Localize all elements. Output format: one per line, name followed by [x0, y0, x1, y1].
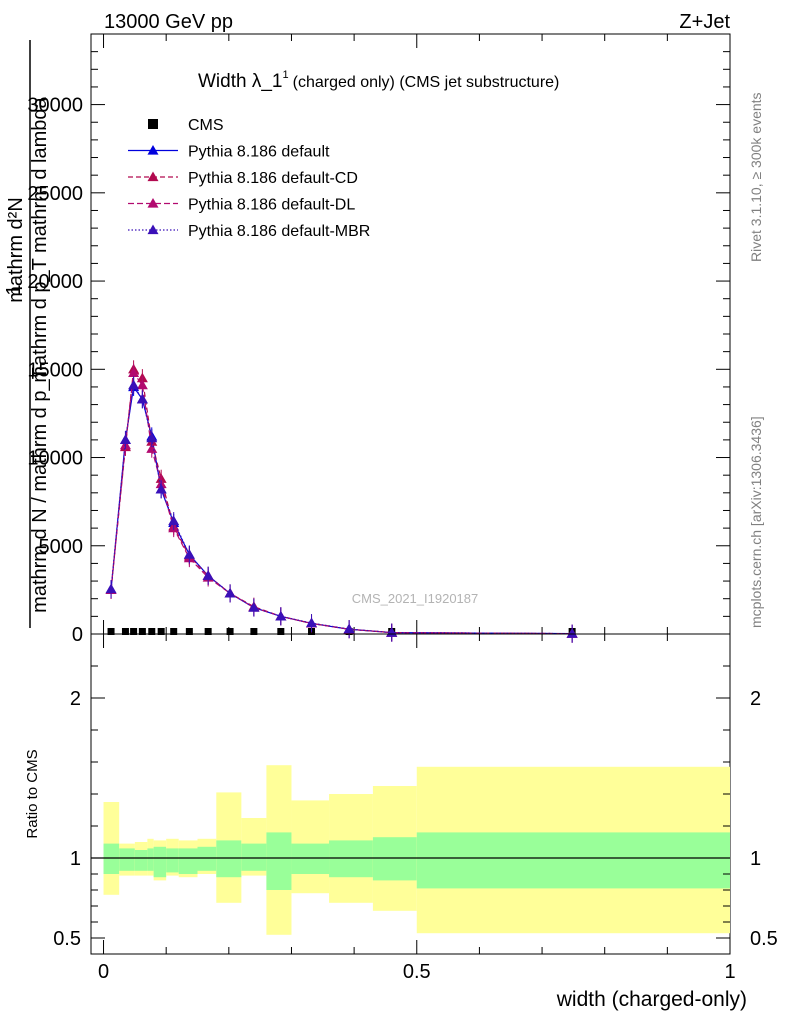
- cms-data-point: [170, 628, 178, 635]
- energy-label: 13000 GeV pp: [104, 11, 233, 33]
- ratio-xlabel: width (charged-only): [556, 988, 747, 1011]
- ratio-stat-band: [372, 837, 417, 881]
- series-marker-4: [183, 549, 195, 559]
- ratio-stat-band: [291, 843, 330, 874]
- ratio-stat-band: [216, 840, 242, 878]
- ylabel-prefix-num: 1: [3, 284, 25, 295]
- title-main: Width λ_1: [198, 71, 282, 92]
- cms-data-point: [185, 628, 193, 635]
- cms-data-point: [138, 628, 146, 635]
- cms-data-point: [130, 628, 138, 635]
- legend-cms-marker: [148, 119, 158, 129]
- ratio-stat-band: [197, 846, 217, 871]
- ratio-x-tick-label: 0: [98, 961, 109, 983]
- legend-label: Pythia 8.186 default-CD: [188, 170, 358, 187]
- series-marker-4: [202, 570, 214, 580]
- legend-marker: [147, 198, 159, 208]
- title-suffix: (charged only) (CMS jet substructure): [293, 74, 560, 91]
- mcplots-label: mcplots.cern.ch [arXiv:1306.3436]: [748, 416, 764, 628]
- y-tick-label: 10000: [27, 448, 83, 470]
- process-label: Z+Jet: [679, 11, 730, 33]
- title-superscript: 1: [282, 69, 288, 81]
- cms-data-point: [204, 628, 212, 635]
- ratio-x-tick-label: 1: [724, 961, 735, 983]
- y-tick-label: 5000: [39, 536, 84, 558]
- series-marker-4: [224, 587, 236, 598]
- ratio-y-tick-label-right: 0.5: [750, 928, 778, 950]
- y-tick-label: 30000: [27, 95, 83, 117]
- analysis-watermark: CMS_2021_I1920187: [352, 591, 479, 606]
- cms-data-point: [277, 628, 285, 635]
- series-marker-4: [105, 583, 117, 594]
- ratio-y-tick-label-right: 2: [750, 688, 761, 710]
- series-marker-3: [128, 367, 140, 377]
- y-tick-label: 20000: [27, 271, 83, 293]
- ratio-y-tick-label: 0.5: [53, 928, 81, 950]
- legend-label: Pythia 8.186 default-DL: [188, 197, 355, 214]
- legend-label: Pythia 8.186 default-MBR: [188, 223, 370, 240]
- series-marker-4: [168, 515, 180, 526]
- series-marker-4: [119, 434, 131, 445]
- series-line-3: [110, 371, 573, 635]
- y-tick-label: 15000: [27, 359, 83, 381]
- ratio-stat-band: [134, 850, 148, 871]
- ylabel-prefix-den: mathrm d N / mathrm d p_T: [29, 367, 51, 613]
- ratio-stat-band: [166, 848, 179, 873]
- series-line-4: [110, 383, 573, 635]
- ratio-ylabel: Ratio to CMS: [24, 749, 41, 838]
- cms-data-point: [226, 628, 234, 635]
- y-tick-label: 25000: [27, 183, 83, 205]
- ratio-stat-band: [266, 832, 292, 890]
- ratio-stat-band: [416, 832, 730, 889]
- ratio-stat-band: [241, 843, 267, 871]
- series-marker-4: [566, 628, 578, 638]
- series-marker-4: [275, 610, 287, 621]
- legend-label: CMS: [188, 117, 224, 134]
- main-title: Width λ_11 (charged only) (CMS jet substr…: [198, 69, 559, 92]
- legend-marker: [147, 171, 159, 182]
- ratio-y-tick-label: 1: [70, 848, 81, 870]
- ratio-y-tick-label-right: 1: [750, 848, 761, 870]
- main-y-axis: 0 5000 10000 15000 20000 25000 30000: [27, 33, 730, 646]
- series-marker-4: [306, 617, 318, 628]
- ratio-y-tick-label: 2: [70, 688, 81, 710]
- series-marker-4: [136, 393, 148, 404]
- ratio-x-tick-label: 0.5: [403, 961, 431, 983]
- main-plot-frame: [90, 33, 731, 635]
- ylabel-denominator: mathrm d p_T mathrm d lambda: [29, 96, 51, 382]
- series-marker-4: [146, 432, 158, 443]
- rivet-label: Rivet 3.1.10, ≥ 300k events: [748, 92, 764, 262]
- cms-data-point: [107, 628, 115, 635]
- main-x-axis: [103, 34, 731, 634]
- ratio-stat-band: [119, 848, 135, 871]
- main-ylabel: 1 mathrm d²N mathrm d p_T mathrm d lambd…: [3, 40, 51, 628]
- cms-data-point: [157, 628, 165, 635]
- y-tick-label: 0: [72, 624, 83, 646]
- ratio-stat-band: [178, 848, 198, 874]
- series-line-2: [110, 367, 573, 635]
- ratio-stat-band: [153, 846, 167, 878]
- main-series-layer: [105, 360, 578, 643]
- series-marker-4: [343, 623, 355, 634]
- cms-data-point: [148, 628, 156, 635]
- ratio-stat-band: [103, 843, 120, 874]
- legend-marker: [147, 224, 159, 235]
- ylabel-numerator: mathrm d²N: [5, 197, 27, 303]
- ratio-stat-band: [147, 848, 154, 871]
- legend-label: Pythia 8.186 default: [188, 144, 330, 161]
- legend: CMS Pythia 8.186 default Pythia 8.186 defa…: [128, 117, 370, 240]
- cms-data-point: [121, 628, 129, 635]
- series-line-1: [110, 385, 573, 635]
- ratio-y-axis: 0.5 0.5 1 1 2 2: [53, 665, 778, 950]
- ratio-x-axis: 0 0.5 1: [98, 634, 736, 983]
- series-marker-4: [248, 602, 260, 612]
- series-marker-4: [155, 483, 167, 494]
- ratio-bands-layer: [103, 765, 730, 935]
- legend-marker: [147, 145, 159, 155]
- series-marker-3: [136, 379, 148, 390]
- cms-data-point: [250, 628, 258, 635]
- series-marker-4: [128, 379, 140, 390]
- ratio-stat-band: [329, 840, 373, 878]
